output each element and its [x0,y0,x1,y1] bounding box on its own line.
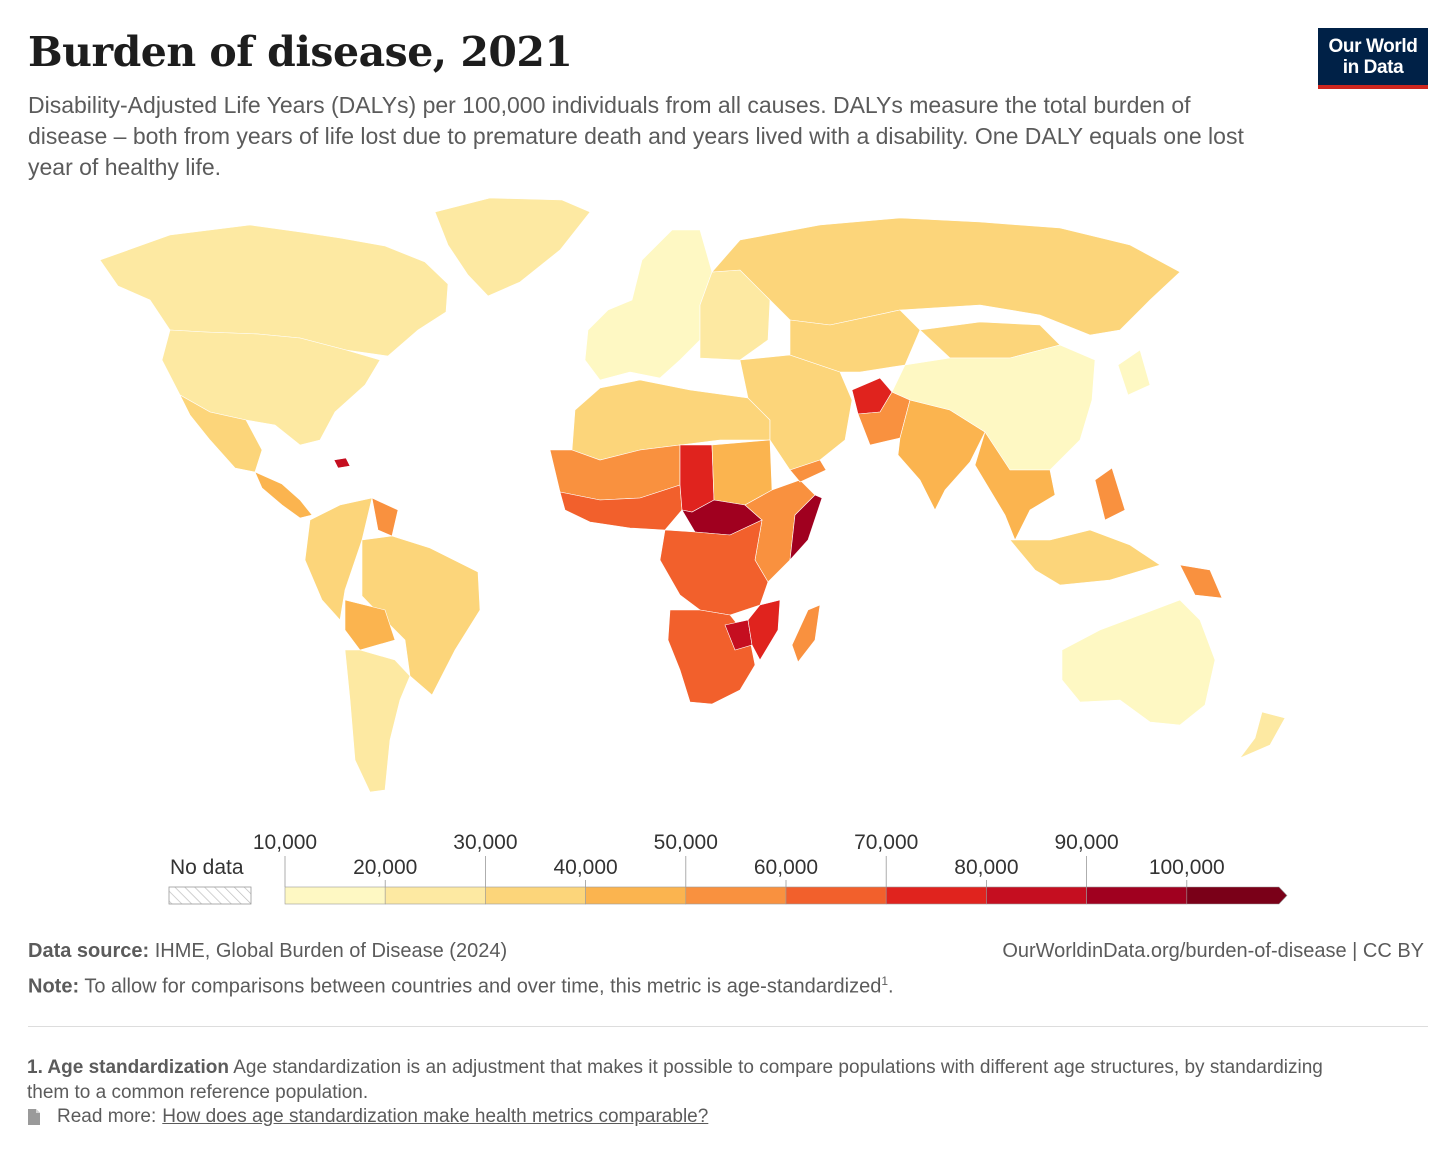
legend-bin-swatch[interactable] [1086,886,1188,905]
world-map [99,197,1286,793]
legend-bin-swatch[interactable] [685,886,787,905]
region-southeast-asia[interactable] [974,431,1056,541]
region-japan[interactable] [1117,349,1151,396]
legend-tick-label: 10,000 [253,831,317,854]
logo-line1: Our World [1328,35,1418,57]
note-text: To allow for comparisons between countri… [84,975,882,998]
region-indonesia[interactable] [1009,529,1161,586]
owid-logo[interactable]: Our World in Data [1318,28,1428,89]
legend-tick-label: 50,000 [654,831,718,854]
data-source-label: Data source: [28,940,150,962]
legend-no-data-swatch[interactable] [168,886,252,905]
region-west-africa[interactable] [559,484,683,531]
region-china[interactable] [891,344,1096,471]
region-haiti[interactable] [333,457,351,469]
region-russia[interactable] [711,217,1181,336]
legend-bin-swatch[interactable] [986,886,1087,905]
chart-title: Burden of disease, 2021 [28,28,573,76]
note-footnote-ref[interactable]: 1 [881,974,889,988]
legend-tick-label: 20,000 [353,856,417,879]
footnote-label: 1. Age standardization [27,1057,229,1078]
legend-bin-swatch[interactable] [384,886,486,905]
document-icon [27,1108,41,1126]
note-label: Note: [28,975,80,998]
source-url[interactable]: OurWorldinData.org/burden-of-disease | C… [1002,940,1424,962]
region-mozambique[interactable] [747,599,781,661]
region-central-america[interactable] [254,471,313,519]
region-bolivia[interactable] [344,599,396,651]
legend-tick-label: 30,000 [453,831,517,854]
region-andes[interactable] [304,497,373,621]
data-source-text: IHME, Global Burden of Disease (2024) [154,940,508,962]
legend-bin-swatch[interactable] [885,886,987,905]
region-greenland[interactable] [434,197,591,297]
chart-subtitle: Disability-Adjusted Life Years (DALYs) p… [28,92,1244,180]
legend-bin-swatch[interactable] [785,886,887,905]
read-more-link[interactable]: How does age standardization make health… [162,1106,709,1127]
region-somalia[interactable] [789,494,823,561]
region-papua-new-guinea[interactable] [1179,564,1223,599]
legend-tick-label: 80,000 [954,856,1018,879]
note: Note: To allow for comparisons between c… [28,974,894,998]
region-philippines[interactable] [1094,467,1126,521]
footer-divider [28,1026,1428,1027]
legend-no-data-label: No data [170,856,244,879]
read-more-label: Read more: [57,1106,157,1127]
legend-tick-label: 40,000 [553,856,617,879]
region-central-africa[interactable] [659,519,769,616]
footnote-text: Age standardization is an adjustment tha… [27,1057,1323,1103]
legend-tick-label: 100,000 [1149,856,1225,879]
legend-bin-swatch[interactable] [485,886,586,905]
legend-tick-label: 90,000 [1054,831,1118,854]
data-source: Data source: IHME, Global Burden of Dise… [28,940,507,963]
logo-line2: in Data [1342,56,1404,78]
legend-bin-swatch[interactable] [585,886,687,905]
region-chad[interactable] [679,444,715,513]
region-yemen[interactable] [789,459,827,483]
legend-bin-swatch[interactable] [1186,886,1288,905]
region-guyana[interactable] [371,497,399,537]
region-new-zealand[interactable] [1239,711,1286,759]
footnote: 1. Age standardization Age standardizati… [27,1055,1347,1105]
region-madagascar[interactable] [791,604,821,663]
region-australia[interactable] [1061,599,1216,726]
legend-tick-label: 60,000 [754,856,818,879]
legend-bin-swatch[interactable] [284,886,386,905]
region-argentina[interactable] [344,649,411,793]
color-legend: No data 10,000 20,000 30,000 40,000 50,000 60… [168,831,1288,905]
legend-tick-label: 70,000 [854,831,918,854]
read-more: Read more: How does age standardization … [27,1106,708,1128]
region-western-europe[interactable] [584,229,713,381]
